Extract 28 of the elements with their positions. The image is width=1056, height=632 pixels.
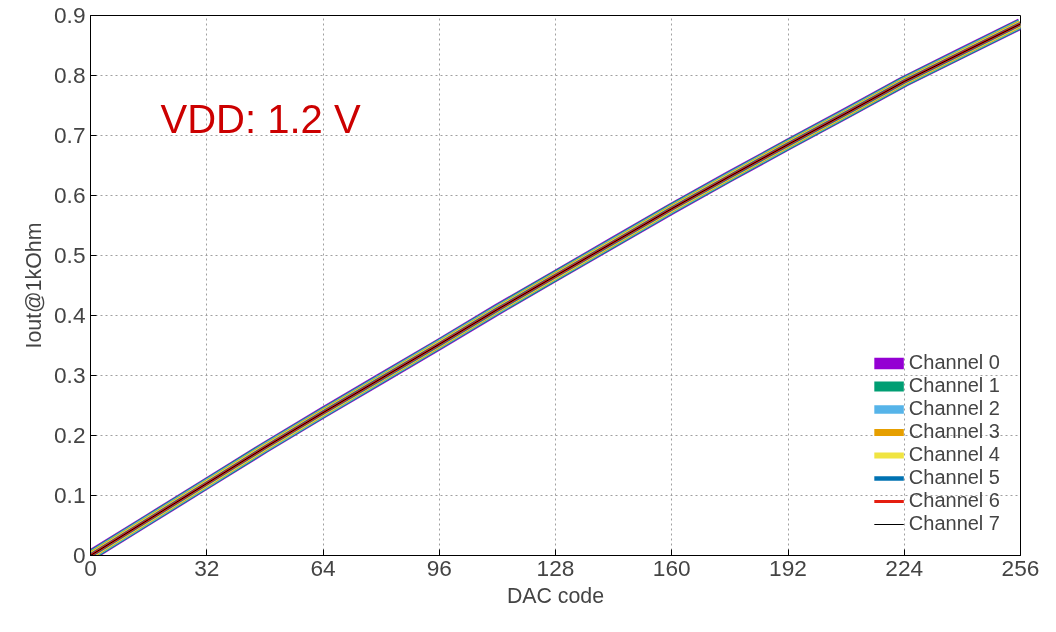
legend-label: Channel 7 bbox=[908, 512, 1000, 535]
y-tick-label: 0.4 bbox=[54, 302, 86, 328]
y-tick-label: 0.2 bbox=[54, 422, 86, 448]
x-tick-label: 224 bbox=[885, 554, 924, 581]
legend-label: Channel 5 bbox=[908, 466, 1000, 489]
legend-label: Channel 2 bbox=[908, 397, 1000, 420]
x-tick-label: 64 bbox=[310, 554, 336, 581]
legend-label: Channel 6 bbox=[908, 489, 1000, 512]
x-tick-label: 160 bbox=[652, 554, 691, 581]
legend-label: Channel 3 bbox=[908, 420, 1000, 443]
x-tick-label: 192 bbox=[769, 554, 807, 581]
x-axis-title: DAC code bbox=[506, 583, 605, 608]
legend-label: Channel 0 bbox=[908, 351, 1000, 374]
x-tick-label: 128 bbox=[536, 554, 575, 581]
x-tick-label: 256 bbox=[1001, 554, 1040, 581]
y-tick-label: 0.5 bbox=[54, 242, 86, 268]
y-tick-label: 0.3 bbox=[54, 362, 86, 388]
y-tick-label: 0.8 bbox=[54, 62, 86, 88]
y-tick-label: 0.9 bbox=[54, 2, 86, 28]
annotation: VDD: 1.2 V bbox=[160, 96, 361, 141]
y-tick-label: 0.1 bbox=[54, 482, 86, 508]
y-axis-title: Iout@1kOhm bbox=[22, 222, 46, 349]
x-tick-label: 32 bbox=[194, 554, 220, 581]
x-tick-label: 96 bbox=[426, 554, 452, 581]
y-tick-label: 0.6 bbox=[54, 182, 86, 208]
y-tick-label: 0.7 bbox=[54, 122, 86, 148]
legend-label: Channel 1 bbox=[908, 374, 1000, 397]
legend-label: Channel 4 bbox=[908, 443, 1000, 466]
